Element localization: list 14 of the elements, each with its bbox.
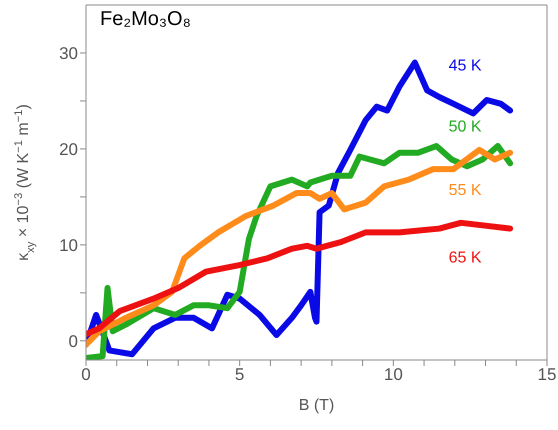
series-label: 55 K [448,182,482,199]
y-tick-label: 20 [59,140,78,159]
x-tick-label: 0 [81,365,91,384]
x-tick-label: 5 [234,365,244,384]
x-tick-label: 15 [538,365,556,384]
x-tick-label: 10 [384,365,403,384]
series-label: 45 K [448,58,482,75]
x-axis-title: B (T) [298,397,334,414]
chart-title: Fe₂Mo₃O₈ [100,8,191,31]
y-tick-label: 10 [59,236,78,255]
series-label: 50 K [448,118,482,136]
y-tick-label: 30 [59,44,78,64]
y-tick-label: 0 [68,332,78,351]
series-label: 65 K [448,250,482,267]
